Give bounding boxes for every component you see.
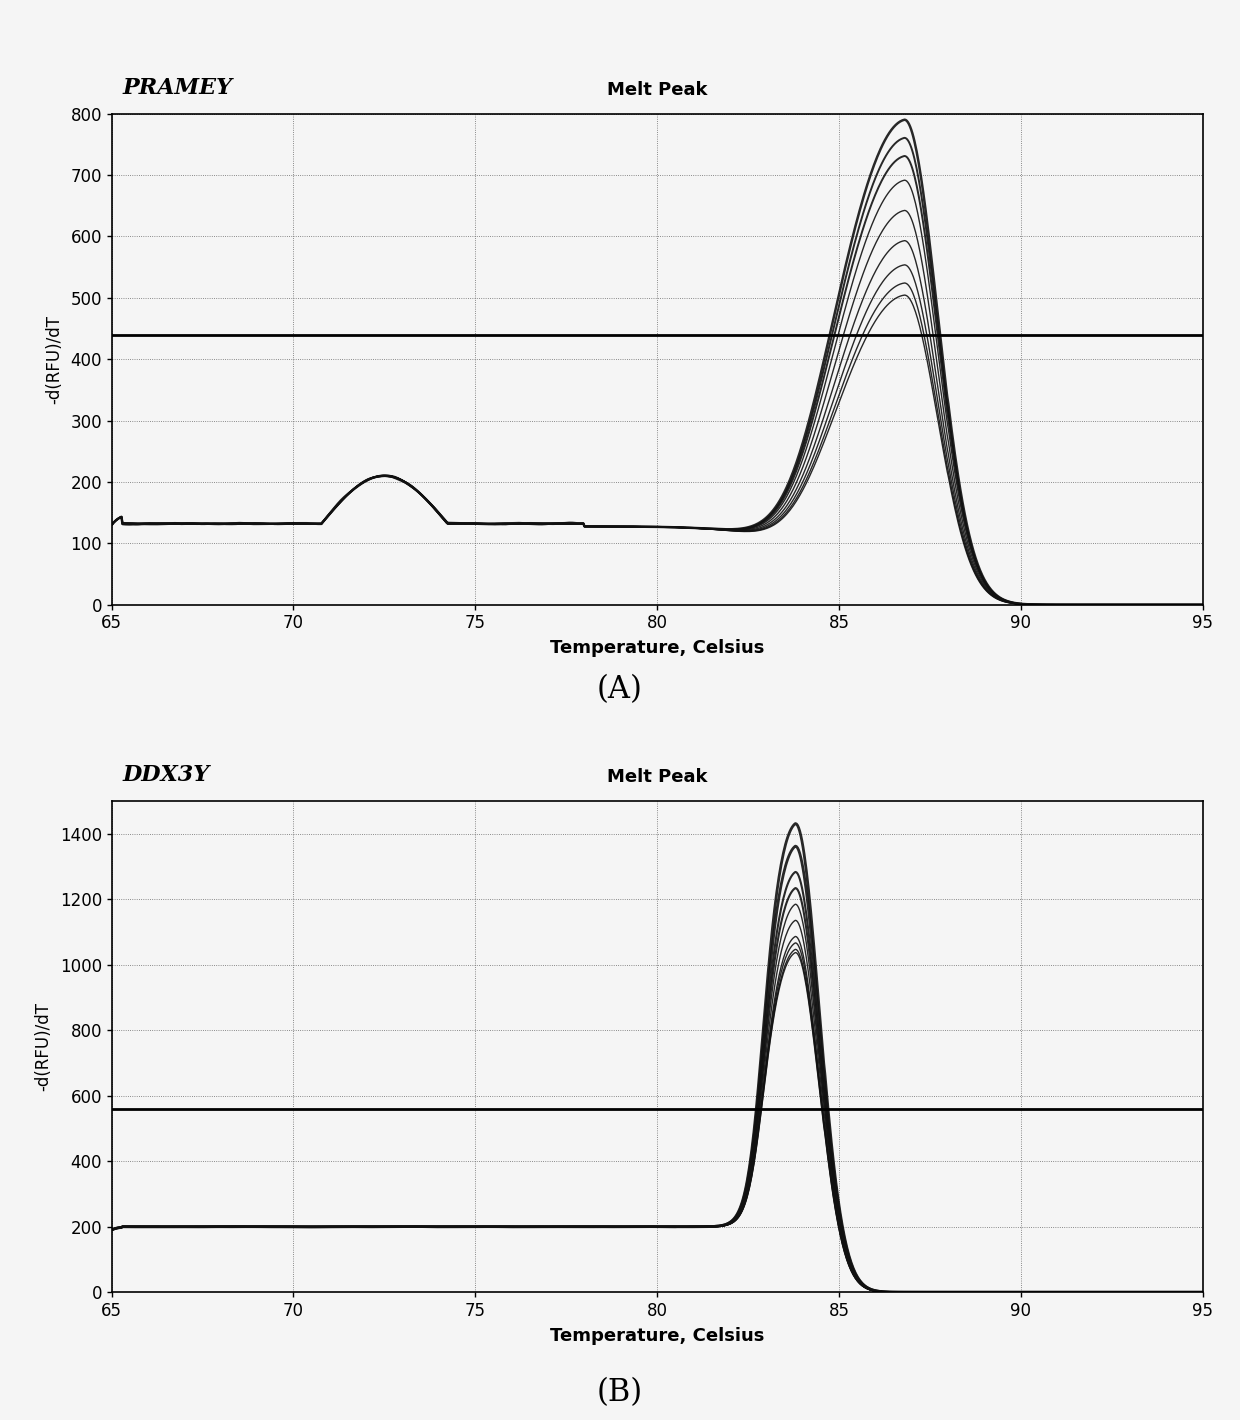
Text: Melt Peak: Melt Peak [606,768,708,787]
Y-axis label: -d(RFU)/dT: -d(RFU)/dT [35,1003,52,1091]
Text: Melt Peak: Melt Peak [606,81,708,99]
Text: PRAMEY: PRAMEY [123,77,233,99]
Text: DDX3Y: DDX3Y [123,764,210,787]
X-axis label: Temperature, Celsius: Temperature, Celsius [551,639,764,657]
Text: (B): (B) [596,1377,644,1409]
Y-axis label: -d(RFU)/dT: -d(RFU)/dT [46,315,63,403]
Text: (A): (A) [598,674,642,706]
X-axis label: Temperature, Celsius: Temperature, Celsius [551,1326,764,1345]
